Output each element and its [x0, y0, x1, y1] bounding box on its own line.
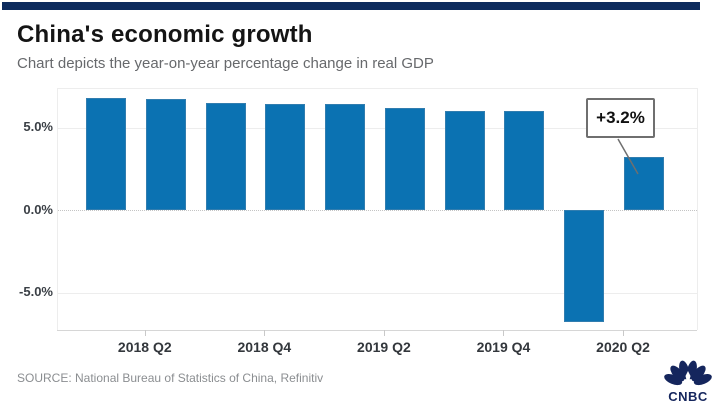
- bar-2018-q4: [265, 104, 306, 210]
- x-axis-tick: [264, 330, 266, 336]
- x-axis-label: 2019 Q2: [357, 339, 411, 355]
- x-axis-tick: [623, 330, 625, 336]
- x-axis-tick: [503, 330, 505, 336]
- y-axis-label: -5.0%: [19, 284, 53, 299]
- peacock-icon: [664, 360, 712, 386]
- x-axis-label: 2018 Q4: [237, 339, 292, 355]
- bar-2019-q3: [444, 111, 485, 210]
- y-gridline: [57, 292, 697, 294]
- y-gridline: [57, 127, 697, 129]
- top-accent-bar: [2, 2, 700, 10]
- zero-gridline: [57, 210, 697, 211]
- page-subtitle: Chart depicts the year-on-year percentag…: [17, 55, 434, 72]
- bar-2019-q2: [384, 107, 425, 210]
- bar-2019-q1: [325, 104, 366, 210]
- plot-right-border: [697, 88, 698, 330]
- bar-2020-q1: [564, 210, 605, 323]
- plot-top-border: [57, 88, 697, 89]
- cnbc-logo: CNBC: [661, 359, 715, 404]
- y-axis-label: 0.0%: [23, 201, 53, 217]
- source-note: SOURCE: National Bureau of Statistics of…: [17, 371, 324, 385]
- x-axis-tick: [144, 330, 146, 336]
- y-axis-label: 5.0%: [23, 119, 53, 134]
- bar-2018-q3: [205, 102, 246, 210]
- bar-2018-q2: [145, 99, 186, 210]
- bar-2020-q2: [624, 157, 665, 210]
- x-axis-label: 2020 Q2: [596, 339, 650, 355]
- x-axis-label: 2019 Q4: [476, 339, 531, 355]
- x-axis-line: [57, 330, 697, 331]
- logo-wordmark: CNBC: [668, 389, 708, 404]
- annotation-callout: +3.2%: [586, 98, 655, 138]
- bar-2018-q1: [86, 97, 126, 210]
- x-axis-label: 2018 Q2: [117, 339, 172, 355]
- plot-left-border: [57, 88, 58, 330]
- bar-2019-q4: [504, 111, 545, 210]
- x-axis-tick: [383, 330, 385, 336]
- page-title: China's economic growth: [17, 21, 313, 48]
